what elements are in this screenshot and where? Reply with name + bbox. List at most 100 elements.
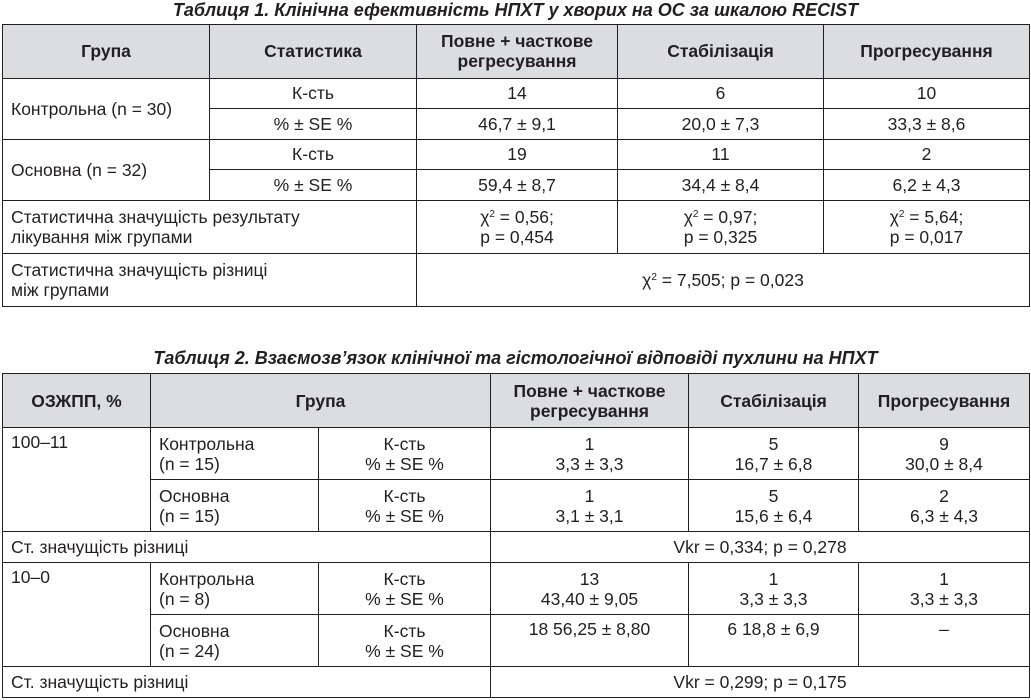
value-count: 5 bbox=[768, 433, 779, 454]
chi-line: χ2 = 5,64; bbox=[832, 207, 1021, 227]
group-control-label: Контрольна (n = 30) bbox=[2, 77, 210, 140]
chi-value: = 0,97; bbox=[698, 207, 758, 228]
header-regression-line: Повне + часткове bbox=[513, 380, 666, 401]
table-row: Ст. значущість різниці Vkr = 0,334; p = … bbox=[2, 531, 1030, 563]
value-percent: 3,3 ± 3,3 bbox=[910, 588, 978, 609]
stat-label: К-сть bbox=[209, 77, 417, 110]
table-row: 10–0 Контрольна (n = 8) К-сть % ± SE % 1… bbox=[2, 562, 1030, 667]
stat-cell: К-сть % ± SE % bbox=[318, 427, 491, 480]
ozhpp-range: 10–0 bbox=[2, 562, 151, 667]
sig-value: Vkr = 0,299; p = 0,175 bbox=[490, 666, 1030, 698]
sig-treatment-label-line: Статистична значущість результату bbox=[11, 207, 300, 228]
value-count: 1 bbox=[584, 433, 595, 454]
stat-label: % ± SE % bbox=[365, 588, 444, 609]
chi-symbol: χ bbox=[683, 207, 693, 228]
chi-value: = 7,505; p = 0,023 bbox=[656, 270, 804, 291]
header-regression: Повне + часткове регресування bbox=[490, 373, 689, 428]
table1-caption: Таблиця 1. Клінічна ефективність НПХТ у … bbox=[172, 0, 859, 20]
cell-value: 20,0 ± 7,3 bbox=[617, 108, 824, 140]
value-percent: 16,7 ± 6,8 bbox=[734, 453, 813, 474]
group-n: (n = 24) bbox=[159, 640, 220, 661]
header-stabilization: Стабілізація bbox=[688, 373, 859, 428]
stat-label: К-сть bbox=[383, 433, 426, 454]
cell-value: 19 bbox=[416, 138, 618, 171]
stat-label: К-сть bbox=[209, 138, 417, 171]
table2: ОЗЖПП, % Група Повне + часткове регресув… bbox=[2, 373, 1030, 698]
chi-sup: 2 bbox=[489, 209, 495, 221]
sig-groups-label-line: між групами bbox=[11, 280, 110, 301]
chi-sup: 2 bbox=[898, 209, 905, 221]
group-n: (n = 15) bbox=[159, 505, 220, 526]
group-name: Контрольна bbox=[159, 433, 255, 454]
cell-value: 1 3,3 ± 3,3 bbox=[858, 562, 1030, 615]
chi-sup: 2 bbox=[692, 209, 699, 221]
stat-label: % ± SE % bbox=[209, 169, 417, 202]
stat-label: К-сть bbox=[383, 568, 426, 589]
cell-value: 5 16,7 ± 6,8 bbox=[688, 427, 859, 480]
header-regression-line: регресування bbox=[530, 400, 649, 421]
table1: Група Статистика Повне + часткове регрес… bbox=[2, 24, 1030, 307]
group-cell: Контрольна (n = 8) bbox=[150, 562, 319, 615]
value-percent: 43,40 ± 9,05 bbox=[540, 588, 639, 609]
stat-label: % ± SE % bbox=[209, 108, 417, 140]
cell-value: 33,3 ± 8,6 bbox=[823, 108, 1030, 140]
value-dash: – bbox=[939, 619, 949, 639]
chi-line: χ2 = 0,56; bbox=[425, 207, 609, 227]
cell-value: 6,2 ± 4,3 bbox=[823, 169, 1030, 202]
group-name: Контрольна bbox=[159, 568, 255, 589]
sig-label: Ст. значущість різниці bbox=[2, 666, 491, 698]
table-row: Основна (n = 15) К-сть % ± SE % 1 3,1 ± … bbox=[3, 479, 1030, 532]
sig-groups-label: Статистична значущість різниці між група… bbox=[2, 253, 417, 307]
header-progression: Прогресування bbox=[823, 24, 1030, 79]
sig-groups-label-line: Статистична значущість різниці bbox=[11, 260, 268, 281]
chi-line: χ2 = 0,97; bbox=[626, 207, 815, 227]
value-count: 1 bbox=[584, 485, 595, 506]
header-group: Група bbox=[150, 373, 491, 428]
table-row: Ст. значущість різниці Vkr = 0,299; p = … bbox=[2, 666, 1030, 698]
cell-value: 10 bbox=[823, 77, 1030, 110]
header-statistic: Статистика bbox=[209, 24, 417, 79]
table2-caption: Таблиця 2. Взаємозв’язок клінічної та гі… bbox=[153, 348, 878, 368]
stat-cell: К-сть % ± SE % bbox=[318, 479, 491, 532]
cell-value: 9 30,0 ± 8,4 bbox=[858, 427, 1030, 480]
group-cell: Контрольна (n = 15) bbox=[150, 427, 319, 480]
group-n: (n = 8) bbox=[159, 588, 211, 609]
group-cell: Основна (n = 24) bbox=[150, 614, 319, 667]
group-cell: Основна (n = 15) bbox=[150, 479, 319, 532]
cell-value: 59,4 ± 8,7 bbox=[416, 169, 618, 202]
header-regression-line: регресування bbox=[457, 51, 577, 72]
stat-label: К-сть bbox=[383, 620, 426, 641]
p-value: p = 0,454 bbox=[480, 227, 554, 248]
cell-value: 14 bbox=[416, 77, 618, 110]
sig-treatment-cell: χ2 = 0,56; p = 0,454 bbox=[416, 200, 618, 255]
table-row: Основна (n = 24) К-сть % ± SE % 18 56,25… bbox=[3, 614, 1030, 667]
header-regression-line: Повне + часткове bbox=[441, 31, 593, 52]
header-group: Група bbox=[2, 24, 210, 79]
table2-header-row: ОЗЖПП, % Група Повне + часткове регресув… bbox=[2, 373, 1030, 428]
value-percent: 3,3 ± 3,3 bbox=[555, 453, 624, 474]
value-combined: 18 56,25 ± 8,80 bbox=[528, 619, 651, 639]
table-row: Статистична значущість різниці між група… bbox=[2, 253, 1030, 307]
sig-groups-value: χ2 = 7,505; p = 0,023 bbox=[416, 253, 1030, 307]
value-count: 2 bbox=[939, 485, 949, 506]
table-row: 100–11 Контрольна (n = 15) К-сть % ± SE … bbox=[2, 427, 1030, 532]
value-percent: 6,3 ± 4,3 bbox=[910, 505, 978, 526]
table-row: Контрольна (n = 30) К-сть 14 6 10 bbox=[2, 77, 1030, 140]
group-main-label: Основна (n = 32) bbox=[2, 138, 210, 202]
ozhpp-range: 100–11 bbox=[2, 427, 151, 532]
cell-value: 18 56,25 ± 8,80 bbox=[490, 614, 689, 667]
header-regression: Повне + часткове регресування bbox=[416, 24, 618, 79]
value-count: 5 bbox=[768, 485, 779, 506]
value-percent: 30,0 ± 8,4 bbox=[905, 453, 983, 474]
header-progression: Прогресування bbox=[858, 373, 1030, 428]
cell-value: 2 bbox=[823, 138, 1030, 171]
cell-value: 1 3,3 ± 3,3 bbox=[490, 427, 689, 480]
sig-label: Ст. значущість різниці bbox=[2, 531, 491, 563]
chi-symbol: χ bbox=[889, 207, 899, 228]
header-stabilization: Стабілізація bbox=[617, 24, 824, 79]
stat-label: % ± SE % bbox=[365, 505, 444, 526]
p-value: p = 0,325 bbox=[683, 227, 758, 248]
header-ozhpp: ОЗЖПП, % bbox=[2, 373, 151, 428]
cell-value: 1 3,1 ± 3,1 bbox=[490, 479, 689, 532]
sig-treatment-cell: χ2 = 5,64; p = 0,017 bbox=[823, 200, 1030, 255]
